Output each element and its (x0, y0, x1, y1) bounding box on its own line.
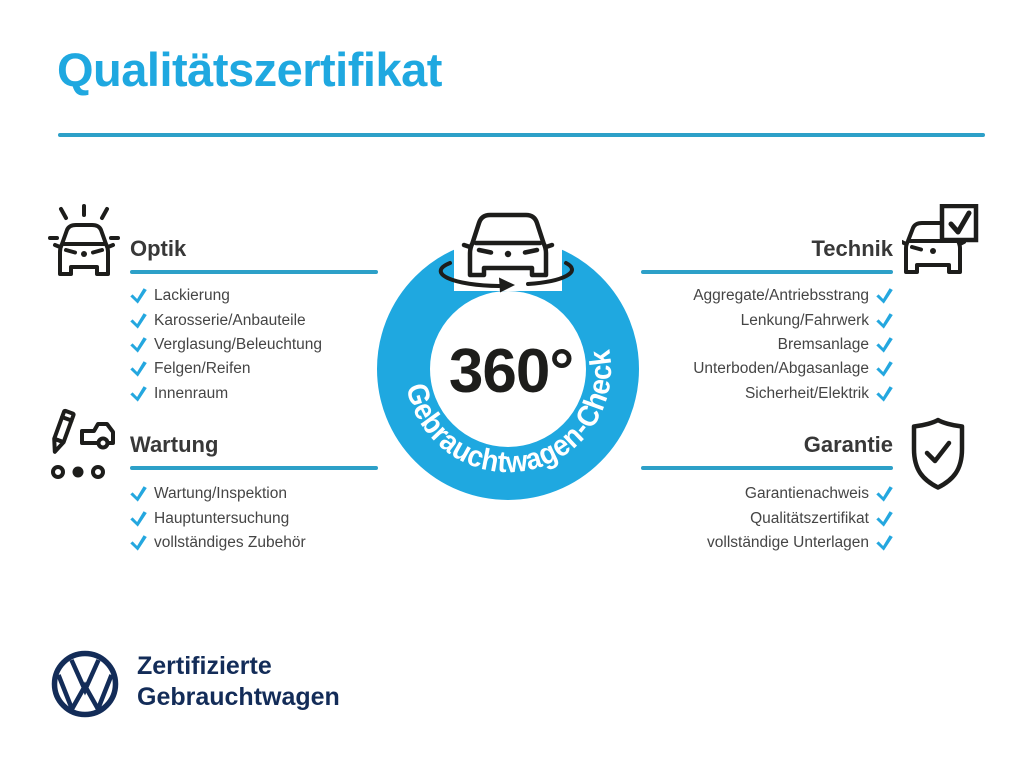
check-icon (876, 386, 893, 402)
check-item: Sicherheit/Elektrik (745, 382, 893, 406)
shield-check-icon (911, 417, 965, 490)
section-divider-optik (130, 270, 378, 274)
check-item: Innenraum (130, 382, 322, 406)
check-item-label: Innenraum (154, 384, 229, 402)
section-divider-wartung (130, 466, 378, 470)
check-item: Wartung/Inspektion (130, 482, 306, 506)
check-icon (876, 337, 893, 353)
vw-logo (51, 650, 119, 718)
check-item-label: Karosserie/Anbauteile (154, 311, 306, 329)
inspection-checklist-icon (51, 408, 115, 479)
check-icon (876, 288, 893, 304)
garantie-item-list: Garantienachweis Qualitätszertifikat vol… (707, 482, 893, 555)
check-item-label: Lenkung/Fahrwerk (740, 311, 869, 329)
badge-degrees: 360° (449, 337, 573, 406)
check-item: Aggregate/Antriebsstrang (693, 284, 893, 308)
check-item: Hauptuntersuchung (130, 506, 306, 530)
section-heading-technik: Technik (811, 236, 893, 261)
360-check-badge: 360° Gebrauchtwagen-Check (377, 201, 639, 500)
check-icon (130, 361, 147, 377)
car-checkbox-icon (902, 204, 979, 274)
check-item: vollständiges Zubehör (130, 531, 306, 555)
section-divider-garantie (641, 466, 893, 470)
section-heading-optik: Optik (130, 236, 187, 261)
check-icon (876, 486, 893, 502)
section-heading-garantie: Garantie (803, 432, 893, 457)
check-item-label: Unterboden/Abgasanlage (693, 360, 869, 378)
section-heading-wartung: Wartung (130, 432, 219, 457)
check-icon (130, 486, 147, 502)
check-icon (130, 386, 147, 402)
check-icon (130, 288, 147, 304)
check-item-label: Felgen/Reifen (154, 360, 251, 378)
check-icon (130, 510, 147, 527)
check-icon (876, 312, 893, 329)
optik-item-list: Lackierung Karosserie/Anbauteile Verglas… (130, 284, 322, 406)
check-item-label: Hauptuntersuchung (154, 509, 290, 527)
check-item-label: Aggregate/Antriebsstrang (693, 287, 869, 305)
check-icon (876, 510, 893, 527)
check-item-label: Garantienachweis (744, 485, 869, 503)
check-item-label: Verglasung/Beleuchtung (154, 335, 323, 353)
check-icon (130, 535, 147, 551)
wartung-item-list: Wartung/Inspektion Hauptuntersuchung vol… (130, 482, 306, 555)
check-item-label: Lackierung (154, 287, 230, 305)
page-title: Qualitätszertifikat (57, 43, 442, 96)
shiny-car-icon (48, 204, 120, 276)
check-item-label: vollständige Unterlagen (707, 533, 869, 551)
check-item: vollständige Unterlagen (707, 531, 893, 555)
check-item: Garantienachweis (745, 482, 893, 506)
check-item-label: vollständiges Zubehör (154, 533, 306, 551)
check-item: Lenkung/Fahrwerk (741, 308, 893, 332)
technik-item-list: Aggregate/Antriebsstrang Lenkung/Fahrwer… (693, 284, 893, 406)
brand-wordmark: Zertifizierte Gebrauchtwagen (137, 651, 340, 713)
check-item-label: Qualitätszertifikat (750, 509, 869, 527)
check-icon (130, 337, 147, 353)
check-icon (130, 312, 147, 329)
check-icon (876, 361, 893, 377)
brand-line-2: Gebrauchtwagen (137, 683, 340, 711)
check-item: Lackierung (130, 284, 322, 308)
check-item: Unterboden/Abgasanlage (693, 357, 893, 381)
check-item: Verglasung/Beleuchtung (130, 333, 322, 357)
title-divider (58, 133, 985, 137)
check-icon (876, 535, 893, 551)
check-item: Karosserie/Anbauteile (130, 308, 322, 332)
check-item-label: Sicherheit/Elektrik (744, 384, 869, 402)
check-item: Felgen/Reifen (130, 357, 322, 381)
check-item-label: Wartung/Inspektion (154, 485, 287, 503)
section-divider-technik (641, 270, 893, 274)
brand-line-1: Zertifizierte (137, 652, 272, 680)
check-item: Qualitätszertifikat (750, 506, 893, 530)
check-item: Bremsanlage (778, 333, 893, 357)
check-item-label: Bremsanlage (777, 335, 869, 353)
rotating-car-icon (438, 212, 574, 288)
